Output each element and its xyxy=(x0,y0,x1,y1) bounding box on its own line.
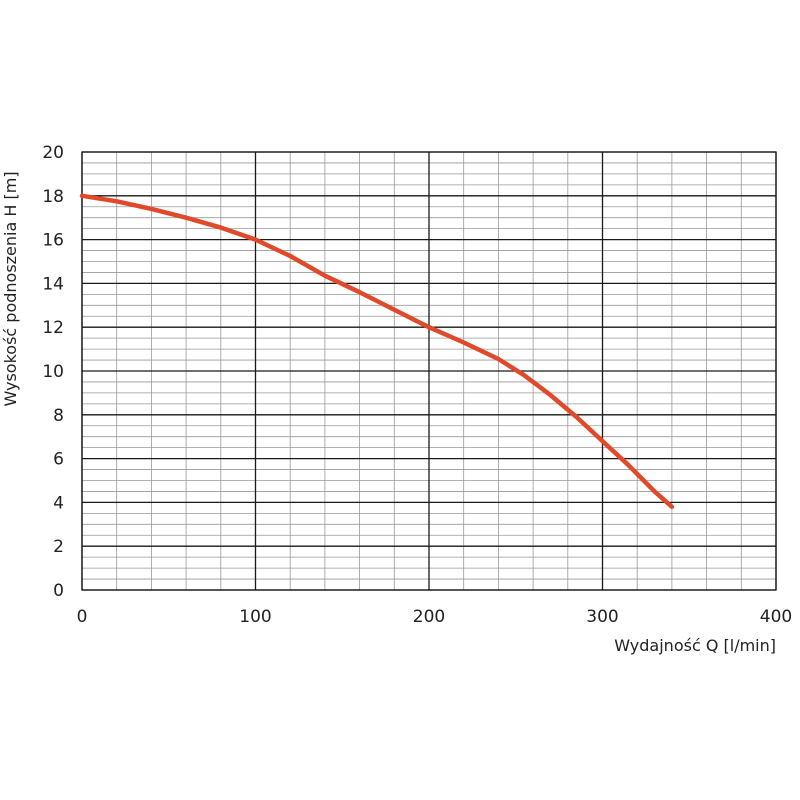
y-tick-label: 4 xyxy=(53,493,64,513)
x-tick-label: 400 xyxy=(760,607,792,627)
series-group xyxy=(79,193,675,510)
y-axis-ticks: 0 2 4 6 8 10 12 14 16 18 20 xyxy=(42,143,64,601)
plot-frame xyxy=(81,151,777,591)
x-tick-label: 200 xyxy=(413,607,445,627)
y-tick-label: 2 xyxy=(53,537,64,557)
y-tick-label: 10 xyxy=(42,362,64,382)
x-tick-label: 100 xyxy=(239,607,271,627)
series-line xyxy=(79,193,675,510)
x-tick-label: 300 xyxy=(586,607,618,627)
y-tick-label: 8 xyxy=(53,406,64,426)
y-tick-label: 0 xyxy=(53,581,64,601)
major-grid xyxy=(81,151,777,591)
y-tick-label: 14 xyxy=(42,274,64,294)
x-axis-label: Wydajność Q [l/min] xyxy=(614,636,776,655)
y-axis-label: Wysokość podnoszenia H [m] xyxy=(1,171,20,406)
y-tick-label: 6 xyxy=(53,450,64,470)
y-tick-label: 18 xyxy=(42,187,64,207)
x-axis-ticks: 0 100 200 300 400 xyxy=(77,607,793,627)
y-tick-label: 16 xyxy=(42,231,64,251)
x-tick-label: 0 xyxy=(77,607,88,627)
y-tick-label: 20 xyxy=(42,143,64,163)
y-tick-label: 12 xyxy=(42,318,64,338)
